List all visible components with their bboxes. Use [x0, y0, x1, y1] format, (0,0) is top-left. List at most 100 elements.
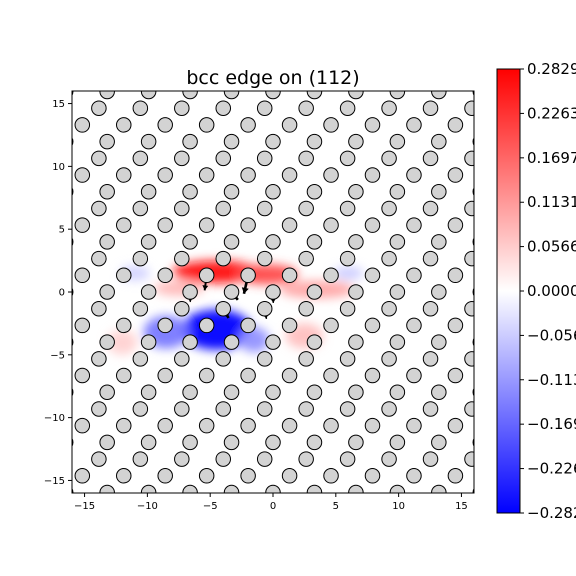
atom [140, 434, 157, 451]
atom [174, 200, 190, 217]
atom [91, 150, 107, 167]
atom [99, 234, 115, 250]
atom [198, 217, 215, 233]
atom [381, 300, 397, 317]
atom [389, 434, 406, 451]
atom [447, 217, 464, 233]
atom [174, 250, 190, 267]
atom [198, 468, 215, 484]
atom [215, 300, 232, 317]
atom [298, 150, 314, 167]
atom [265, 284, 281, 300]
atom [298, 351, 314, 367]
atom [381, 351, 397, 367]
atom [157, 267, 173, 284]
atom [323, 468, 339, 484]
atom [447, 267, 464, 284]
y-tick-label: 5 [59, 225, 65, 236]
atom [281, 317, 298, 334]
atom [447, 367, 464, 384]
atom [132, 300, 149, 317]
atom [323, 167, 339, 183]
atom [298, 401, 314, 417]
atom [381, 401, 397, 417]
atom [281, 267, 298, 284]
atom [99, 434, 115, 451]
atom [91, 250, 107, 267]
atom [389, 234, 406, 250]
plot-content [72, 68, 474, 517]
atom [182, 484, 198, 493]
colorbar-tick-label: 0.1697 [527, 149, 576, 167]
atom [116, 367, 132, 384]
atom [132, 150, 149, 167]
atom [256, 300, 273, 317]
atom [91, 100, 107, 116]
atom [91, 351, 107, 367]
atom [348, 91, 364, 100]
x-tick-label: −10 [137, 501, 158, 512]
atom [472, 387, 474, 397]
atom [74, 217, 91, 233]
atom [339, 451, 356, 467]
atom [74, 367, 91, 384]
atom [364, 417, 381, 434]
atom [240, 217, 256, 233]
atom [323, 317, 339, 334]
atom [256, 351, 273, 367]
x-tick-label: −15 [74, 501, 95, 512]
atom [472, 237, 474, 247]
atom [364, 317, 381, 334]
atom [240, 417, 256, 434]
atom [381, 100, 397, 116]
atom [240, 117, 256, 133]
atom [472, 487, 474, 493]
atom [448, 68, 463, 83]
atom [99, 284, 115, 300]
atom [99, 334, 115, 350]
atom [389, 384, 406, 401]
atom [223, 384, 240, 401]
atom [132, 100, 149, 116]
atom [215, 150, 232, 167]
atom [472, 337, 474, 347]
atom [422, 250, 439, 267]
atom [223, 284, 240, 300]
atom [75, 68, 90, 83]
colorbar-tick-label: −0.1697 [527, 415, 576, 433]
y-tick-label: 15 [52, 99, 65, 110]
atom [389, 91, 406, 100]
atom [339, 200, 356, 217]
atom [406, 317, 422, 334]
atom [298, 100, 314, 116]
colorbar-tick-label: −0.2263 [527, 460, 576, 478]
atom [132, 401, 149, 417]
atom [447, 468, 464, 484]
atom [91, 451, 107, 467]
atom [157, 117, 173, 133]
atom [447, 167, 464, 183]
atom [215, 100, 232, 116]
atom [323, 117, 339, 133]
colorbar-tick-label: −0.0566 [527, 326, 576, 344]
atom [116, 317, 132, 334]
arrow-head [241, 287, 249, 294]
atom [464, 100, 474, 116]
atom [364, 167, 381, 183]
atom [140, 384, 157, 401]
atom [175, 502, 190, 517]
atom [265, 234, 281, 250]
atom [339, 351, 356, 367]
atom [422, 200, 439, 217]
atom [281, 217, 298, 233]
atom [406, 417, 422, 434]
x-tick-label: 15 [455, 501, 468, 512]
atom [74, 117, 91, 133]
atom [422, 150, 439, 167]
atom [389, 183, 406, 200]
atom [298, 250, 314, 267]
atom [464, 300, 474, 317]
atom [223, 234, 240, 250]
atom [407, 68, 422, 83]
atom [281, 468, 298, 484]
